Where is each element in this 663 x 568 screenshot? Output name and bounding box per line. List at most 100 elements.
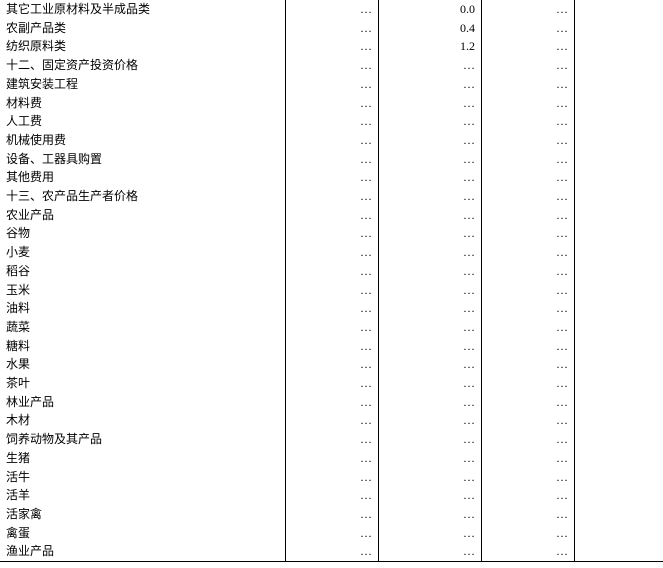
row-col1: …	[286, 56, 379, 75]
table-row: 农副产品类…0.4…-0.3	[0, 19, 663, 38]
row-col1: …	[286, 430, 379, 449]
row-col2: …	[379, 374, 482, 393]
row-col4: -5.3	[575, 430, 663, 449]
row-col4: 2.5	[575, 318, 663, 337]
row-col1: …	[286, 206, 379, 225]
table-row: 农业产品………2.0	[0, 206, 663, 225]
row-col4: 1.0	[575, 299, 663, 318]
row-col4: 3.8	[575, 468, 663, 487]
row-col3: …	[482, 168, 575, 187]
table-row: 建筑安装工程………4.2	[0, 75, 663, 94]
row-col1: …	[286, 168, 379, 187]
row-col1: …	[286, 37, 379, 56]
row-col2: …	[379, 56, 482, 75]
row-col3: …	[482, 505, 575, 524]
table-row: 木材………7.7	[0, 411, 663, 430]
row-col3: …	[482, 299, 575, 318]
row-col2: …	[379, 505, 482, 524]
row-col2: …	[379, 337, 482, 356]
row-col3: …	[482, 411, 575, 430]
row-col3: …	[482, 224, 575, 243]
row-label: 水果	[0, 355, 286, 374]
row-col3: …	[482, 468, 575, 487]
row-label: 其它工业原材料及半成品类	[0, 0, 286, 19]
row-label: 农业产品	[0, 206, 286, 225]
row-label: 蔬菜	[0, 318, 286, 337]
table-row: 十二、固定资产投资价格………3.6	[0, 56, 663, 75]
row-col3: …	[482, 131, 575, 150]
row-col4: 2.0	[575, 206, 663, 225]
row-col4: 4.5	[575, 94, 663, 113]
row-col4: 2.1	[575, 131, 663, 150]
table-row: 生猪………-8.8	[0, 449, 663, 468]
row-label: 茶叶	[0, 374, 286, 393]
row-col3: …	[482, 449, 575, 468]
row-col1: …	[286, 318, 379, 337]
row-col1: …	[286, 393, 379, 412]
row-col1: …	[286, 281, 379, 300]
row-col4: 7.7	[575, 411, 663, 430]
row-col1: …	[286, 374, 379, 393]
table-row: 其它工业原材料及半成品类…0.0…0.2	[0, 0, 663, 19]
row-col2: …	[379, 187, 482, 206]
row-col4: -7.3	[575, 524, 663, 543]
table-row: 林业产品………0.5	[0, 393, 663, 412]
row-col1: …	[286, 486, 379, 505]
row-col2: 0.4	[379, 19, 482, 38]
table-row: 水果………6.2	[0, 355, 663, 374]
row-col2: …	[379, 355, 482, 374]
row-label: 谷物	[0, 224, 286, 243]
row-col3: …	[482, 430, 575, 449]
row-col4: 1.4	[575, 37, 663, 56]
row-col2: …	[379, 449, 482, 468]
row-col1: …	[286, 337, 379, 356]
row-col4: 0.5	[575, 393, 663, 412]
row-col3: …	[482, 94, 575, 113]
table-row: 蔬菜………2.5	[0, 318, 663, 337]
row-col4: -0.3	[575, 19, 663, 38]
row-col2: …	[379, 262, 482, 281]
row-col1: …	[286, 449, 379, 468]
row-col4: 4.2	[575, 75, 663, 94]
row-col4: -8.8	[575, 449, 663, 468]
table-row: 活牛………3.8	[0, 468, 663, 487]
row-col2: …	[379, 75, 482, 94]
row-label: 农副产品类	[0, 19, 286, 38]
row-label: 油料	[0, 299, 286, 318]
table-row: 其他费用………4.0	[0, 168, 663, 187]
row-col3: …	[482, 0, 575, 19]
row-col3: …	[482, 75, 575, 94]
row-col2: …	[379, 94, 482, 113]
row-col1: …	[286, 299, 379, 318]
row-label: 活羊	[0, 486, 286, 505]
row-col4: 0.0	[575, 150, 663, 169]
row-col4: 4.3	[575, 112, 663, 131]
row-col2: …	[379, 468, 482, 487]
table-row: 油料………1.0	[0, 299, 663, 318]
row-col3: …	[482, 486, 575, 505]
row-col2: …	[379, 112, 482, 131]
row-col2: 0.0	[379, 0, 482, 19]
row-col3: …	[482, 19, 575, 38]
row-col1: …	[286, 187, 379, 206]
table-row: 茶叶………3.6	[0, 374, 663, 393]
row-label: 糖料	[0, 337, 286, 356]
table-row: 活家禽………1.6	[0, 505, 663, 524]
table-row: 机械使用费………2.1	[0, 131, 663, 150]
row-col3: …	[482, 37, 575, 56]
row-col3: …	[482, 243, 575, 262]
row-col4: 0.2	[575, 0, 663, 19]
table-row: 活羊………13.0	[0, 486, 663, 505]
row-col1: …	[286, 150, 379, 169]
row-col3: …	[482, 337, 575, 356]
row-col4: 2.9	[575, 281, 663, 300]
row-col1: …	[286, 131, 379, 150]
row-label: 禽蛋	[0, 524, 286, 543]
row-col4: -2.8	[575, 542, 663, 561]
row-col3: …	[482, 262, 575, 281]
row-col4: 4.0	[575, 168, 663, 187]
row-col2: …	[379, 150, 482, 169]
row-col3: …	[482, 206, 575, 225]
row-label: 机械使用费	[0, 131, 286, 150]
table-row: 饲养动物及其产品………-5.3	[0, 430, 663, 449]
